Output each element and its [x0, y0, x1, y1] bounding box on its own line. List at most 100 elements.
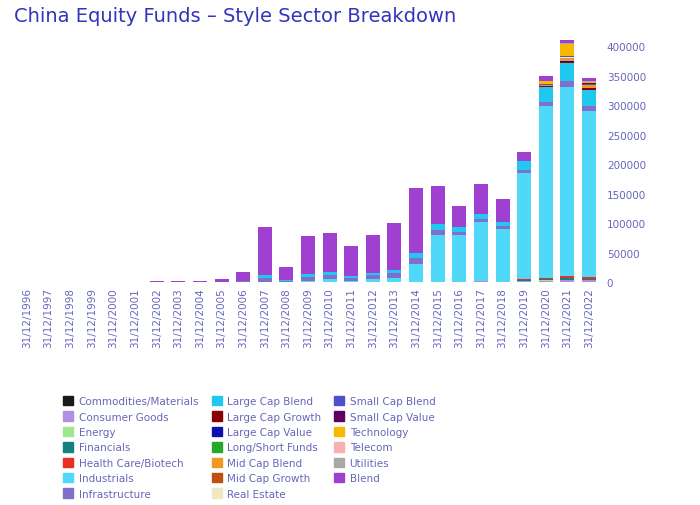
- Bar: [582, 277, 596, 279]
- Bar: [279, 280, 293, 281]
- Bar: [582, 82, 596, 84]
- Bar: [344, 281, 358, 283]
- Bar: [496, 199, 510, 222]
- Bar: [301, 236, 315, 275]
- Bar: [561, 64, 575, 82]
- Bar: [366, 235, 380, 273]
- Bar: [474, 220, 488, 223]
- Bar: [561, 45, 575, 57]
- Bar: [323, 275, 337, 280]
- Bar: [496, 229, 510, 282]
- Bar: [409, 189, 423, 254]
- Bar: [301, 275, 315, 278]
- Bar: [279, 281, 293, 283]
- Bar: [517, 153, 531, 162]
- Bar: [474, 223, 488, 282]
- Bar: [323, 272, 337, 275]
- Bar: [561, 276, 575, 279]
- Bar: [561, 280, 575, 283]
- Bar: [539, 280, 553, 281]
- Bar: [582, 86, 596, 88]
- Bar: [539, 86, 553, 87]
- Bar: [344, 278, 358, 281]
- Bar: [214, 280, 229, 283]
- Bar: [258, 278, 272, 283]
- Bar: [474, 282, 488, 283]
- Bar: [452, 207, 466, 227]
- Bar: [106, 282, 120, 283]
- Bar: [366, 280, 380, 283]
- Bar: [582, 89, 596, 90]
- Bar: [517, 174, 531, 280]
- Bar: [539, 103, 553, 107]
- Bar: [582, 112, 596, 277]
- Bar: [539, 87, 553, 88]
- Bar: [561, 279, 575, 280]
- Bar: [430, 230, 444, 235]
- Bar: [539, 85, 553, 86]
- Bar: [452, 282, 466, 283]
- Bar: [582, 107, 596, 112]
- Bar: [539, 88, 553, 103]
- Bar: [582, 90, 596, 107]
- Bar: [561, 63, 575, 64]
- Bar: [517, 282, 531, 283]
- Bar: [258, 228, 272, 275]
- Bar: [387, 273, 402, 278]
- Bar: [582, 79, 596, 82]
- Bar: [344, 276, 358, 278]
- Bar: [258, 275, 272, 278]
- Bar: [517, 281, 531, 282]
- Bar: [387, 223, 402, 271]
- Bar: [561, 82, 575, 88]
- Bar: [236, 282, 250, 283]
- Bar: [236, 273, 250, 282]
- Bar: [561, 88, 575, 276]
- Bar: [517, 280, 531, 281]
- Bar: [387, 278, 402, 283]
- Bar: [193, 281, 207, 283]
- Bar: [582, 281, 596, 283]
- Bar: [452, 235, 466, 282]
- Bar: [301, 278, 315, 282]
- Bar: [539, 278, 553, 280]
- Bar: [582, 84, 596, 86]
- Bar: [474, 185, 488, 214]
- Bar: [409, 259, 423, 265]
- Bar: [409, 265, 423, 282]
- Bar: [430, 282, 444, 283]
- Bar: [452, 227, 466, 232]
- Bar: [344, 247, 358, 276]
- Bar: [452, 232, 466, 235]
- Bar: [430, 224, 444, 230]
- Bar: [539, 281, 553, 283]
- Bar: [409, 254, 423, 259]
- Bar: [539, 107, 553, 278]
- Text: China Equity Funds – Style Sector Breakdown: China Equity Funds – Style Sector Breakd…: [14, 7, 456, 25]
- Bar: [387, 271, 402, 273]
- Bar: [561, 62, 575, 63]
- Legend: Commodities/Materials, Consumer Goods, Energy, Financials, Health Care/Biotech, : Commodities/Materials, Consumer Goods, E…: [59, 392, 440, 503]
- Bar: [561, 59, 575, 62]
- Bar: [301, 282, 315, 283]
- Bar: [496, 282, 510, 283]
- Bar: [366, 273, 380, 276]
- Bar: [323, 280, 337, 283]
- Bar: [561, 41, 575, 44]
- Bar: [366, 276, 380, 280]
- Bar: [582, 279, 596, 280]
- Bar: [128, 282, 142, 283]
- Bar: [539, 77, 553, 82]
- Bar: [561, 57, 575, 58]
- Bar: [430, 186, 444, 224]
- Bar: [323, 234, 337, 272]
- Bar: [172, 282, 186, 283]
- Bar: [539, 82, 553, 85]
- Bar: [474, 214, 488, 220]
- Bar: [496, 227, 510, 229]
- Bar: [279, 267, 293, 280]
- Bar: [496, 222, 510, 227]
- Bar: [430, 235, 444, 282]
- Bar: [150, 282, 164, 283]
- Bar: [517, 170, 531, 174]
